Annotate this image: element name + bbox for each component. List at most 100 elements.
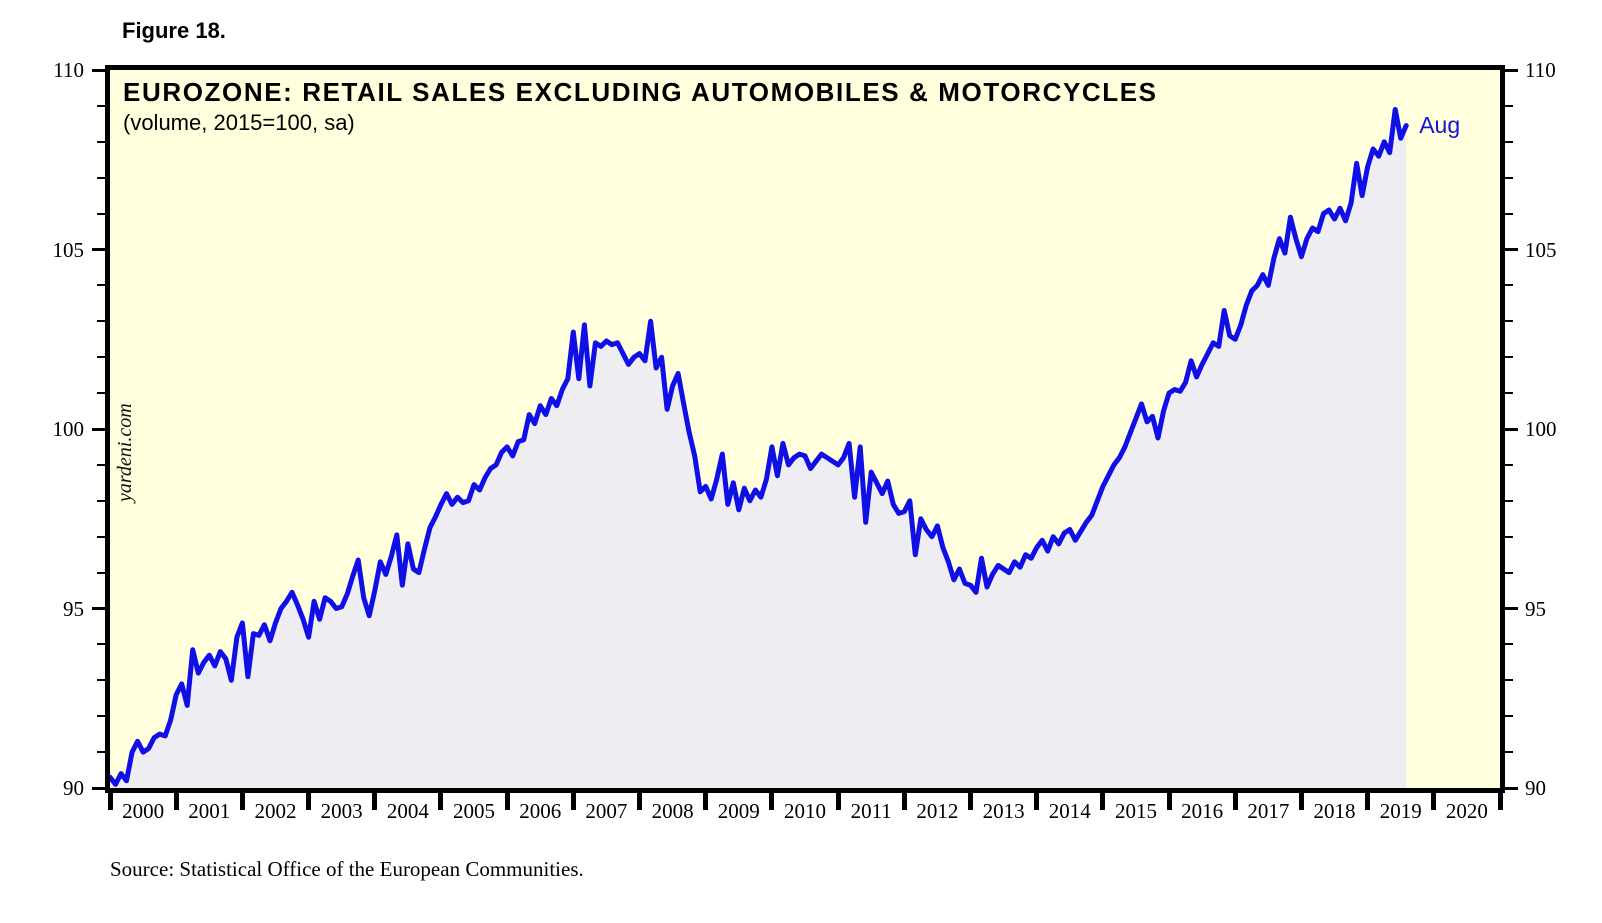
y-axis-tick-left xyxy=(97,535,105,538)
x-axis-label: 2017 xyxy=(1247,799,1290,823)
x-axis-label: 2003 xyxy=(320,799,363,823)
line-chart-svg xyxy=(110,107,1409,788)
y-axis-tick-right xyxy=(1505,679,1513,682)
x-axis-label: 2000 xyxy=(122,799,165,823)
data-line xyxy=(110,107,1409,787)
x-axis-label: 2006 xyxy=(519,799,562,823)
y-axis-tick-right xyxy=(1505,212,1513,215)
y-axis-label-left: 95 xyxy=(63,596,84,621)
y-axis-tick-right xyxy=(1505,715,1513,718)
y-axis-tick-right xyxy=(1505,571,1513,574)
x-axis-tick xyxy=(1298,793,1304,810)
x-axis-tick xyxy=(637,793,643,810)
y-axis-label-right: 95 xyxy=(1525,596,1546,621)
y-axis-tick-left xyxy=(97,751,105,754)
x-axis-label: 2005 xyxy=(453,799,496,823)
y-axis-tick-left xyxy=(97,679,105,682)
source-note: Source: Statistical Office of the Europe… xyxy=(110,857,584,881)
y-axis-label-left: 100 xyxy=(52,417,85,441)
x-axis-label: 2020 xyxy=(1445,799,1488,823)
y-axis-tick-left xyxy=(97,140,105,143)
x-axis-tick xyxy=(1232,793,1238,810)
y-axis-tick-left xyxy=(97,212,105,215)
x-axis-tick xyxy=(967,793,973,810)
y-axis-tick-left xyxy=(97,356,105,359)
y-axis-tick-right xyxy=(1505,176,1513,179)
y-axis-tick-left xyxy=(97,284,105,287)
x-axis-tick xyxy=(1497,793,1503,810)
y-axis-label-right: 110 xyxy=(1525,58,1556,82)
x-axis-tick xyxy=(372,793,378,810)
y-axis-tick-left xyxy=(97,320,105,323)
y-axis-tick-left xyxy=(97,571,105,574)
x-axis-label: 2013 xyxy=(982,799,1025,823)
y-axis-tick-right xyxy=(1505,248,1518,251)
x-axis-label: 2002 xyxy=(254,799,297,823)
x-axis-label: 2016 xyxy=(1181,799,1224,823)
x-axis-label: 2008 xyxy=(651,799,694,823)
y-axis-label-left: 105 xyxy=(52,237,85,262)
y-axis-tick-right xyxy=(1505,68,1518,72)
x-axis-label: 2012 xyxy=(916,799,959,823)
chart-title: EUROZONE: RETAIL SALES EXCLUDING AUTOMOB… xyxy=(123,77,1158,107)
y-axis-tick-left xyxy=(92,786,105,790)
y-axis-tick-right xyxy=(1505,140,1513,143)
y-axis-tick-left xyxy=(92,607,105,610)
y-axis-tick-right xyxy=(1505,499,1513,502)
y-axis-tick-left xyxy=(97,715,105,718)
x-axis-label: 2007 xyxy=(585,799,628,823)
y-axis-tick-right xyxy=(1505,104,1513,107)
y-axis-tick-right xyxy=(1505,607,1518,610)
y-axis-tick-left xyxy=(97,643,105,646)
y-axis-tick-right xyxy=(1505,356,1513,359)
x-axis-tick xyxy=(1034,793,1040,810)
x-axis-tick xyxy=(1431,793,1437,810)
x-axis-tick xyxy=(570,793,576,810)
x-axis-tick xyxy=(438,793,444,810)
y-axis-tick-left xyxy=(97,463,105,466)
x-axis-label: 2018 xyxy=(1313,799,1356,823)
x-axis-tick xyxy=(504,793,510,810)
y-axis-tick-right xyxy=(1505,463,1513,466)
x-axis-tick xyxy=(769,793,775,810)
y-axis-label-right: 90 xyxy=(1525,776,1546,800)
x-axis-tick xyxy=(173,793,179,810)
y-axis-tick-left xyxy=(92,248,105,251)
area-fill xyxy=(110,109,1407,788)
x-axis-label: 2004 xyxy=(386,799,429,823)
y-axis-tick-right xyxy=(1505,320,1513,323)
y-axis-label-right: 105 xyxy=(1525,237,1557,262)
y-axis-label-right: 100 xyxy=(1525,417,1557,441)
x-axis-tick xyxy=(901,793,907,810)
x-axis-label: 2010 xyxy=(783,799,826,823)
y-axis-label-left: 110 xyxy=(53,58,84,82)
x-axis-label: 2001 xyxy=(188,799,231,823)
y-axis-tick-right xyxy=(1505,786,1518,790)
y-axis-tick-right xyxy=(1505,751,1513,754)
y-axis-tick-right xyxy=(1505,535,1513,538)
y-axis-tick-left xyxy=(92,68,105,72)
last-point-label: Aug xyxy=(1419,111,1461,138)
x-axis-label: 2015 xyxy=(1114,799,1157,823)
x-axis-label: 2009 xyxy=(717,799,760,823)
chart-subtitle: (volume, 2015=100, sa) xyxy=(123,110,355,135)
x-axis-tick xyxy=(835,793,841,810)
x-axis-label: 2011 xyxy=(850,799,892,823)
y-axis-tick-left xyxy=(97,176,105,179)
x-axis-tick xyxy=(107,793,113,810)
x-axis-tick xyxy=(1166,793,1172,810)
y-axis-tick-right xyxy=(1505,427,1518,431)
figure-label: Figure 18. xyxy=(122,18,226,43)
x-axis-label: 2019 xyxy=(1379,799,1422,823)
y-axis-tick-right xyxy=(1505,284,1513,287)
y-axis-tick-right xyxy=(1505,392,1513,395)
y-axis-label-left: 90 xyxy=(63,776,84,800)
x-axis-label: 2014 xyxy=(1048,799,1091,823)
x-axis-tick xyxy=(239,793,245,810)
y-axis-tick-left xyxy=(97,499,105,502)
x-axis-tick xyxy=(1100,793,1106,810)
watermark-yardeni: yardeni.com xyxy=(114,403,136,502)
x-axis-tick xyxy=(306,793,312,810)
chart-plot-area: EUROZONE: RETAIL SALES EXCLUDING AUTOMOB… xyxy=(53,58,1557,823)
